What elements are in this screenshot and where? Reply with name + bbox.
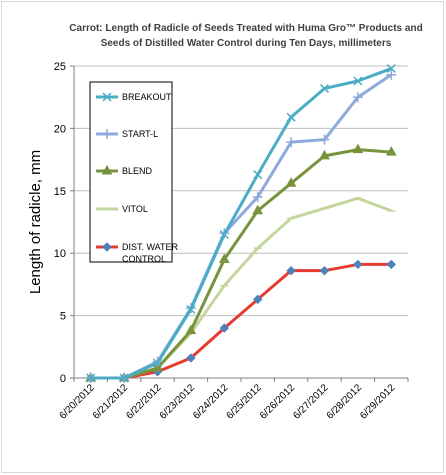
legend-item: START-L xyxy=(96,129,158,139)
data-point xyxy=(385,146,397,156)
chart-title-line1: Carrot: Length of Radicle of Seeds Treat… xyxy=(69,23,422,34)
data-point-stroke xyxy=(319,83,330,93)
series-dist-water-control xyxy=(85,259,397,383)
x-tick-label: 6/28/2012 xyxy=(325,382,365,422)
data-point-stroke xyxy=(253,170,263,180)
data-point xyxy=(186,353,196,363)
x-tick-label: 6/23/2012 xyxy=(158,382,198,422)
series-line xyxy=(90,148,392,380)
data-point xyxy=(102,92,112,102)
series-breakout xyxy=(86,63,396,383)
data-point xyxy=(185,324,197,335)
data-point xyxy=(252,192,263,203)
chart-title-line2: Seeds of Distilled Water Control during … xyxy=(101,38,392,49)
data-point-stroke xyxy=(219,229,229,240)
x-tick-label: 6/27/2012 xyxy=(291,382,331,422)
data-point xyxy=(352,143,364,154)
data-point xyxy=(353,259,363,270)
series-line xyxy=(90,67,392,380)
x-tick-label: 6/26/2012 xyxy=(258,382,298,422)
data-point xyxy=(286,265,296,276)
data-point xyxy=(253,170,263,180)
data-point-stroke xyxy=(102,92,112,102)
legend-label: VITOL xyxy=(122,204,148,214)
y-tick-label: 15 xyxy=(54,186,66,198)
y-axis-label: Length of radicle, mm xyxy=(27,150,44,294)
data-point xyxy=(101,164,113,175)
data-point-stroke xyxy=(119,373,129,383)
y-tick-label: 25 xyxy=(54,61,66,73)
x-tick-label: 6/24/2012 xyxy=(191,382,231,422)
data-point xyxy=(86,373,96,383)
data-point-stroke xyxy=(152,358,163,368)
data-point xyxy=(152,361,163,372)
legend-item: BLEND xyxy=(96,164,153,176)
data-point-stroke xyxy=(386,63,396,74)
data-point xyxy=(353,76,363,86)
y-tick-label: 20 xyxy=(54,123,66,135)
data-point xyxy=(285,177,297,187)
data-point xyxy=(102,129,112,139)
legend-label: DIST. WATER xyxy=(122,242,179,252)
data-point xyxy=(119,373,129,383)
legend-label: BLEND xyxy=(122,166,153,176)
data-point xyxy=(319,265,330,276)
data-point xyxy=(252,294,263,305)
data-point xyxy=(186,304,196,314)
series-line xyxy=(90,262,392,380)
data-point-stroke xyxy=(86,373,96,383)
data-point xyxy=(319,149,330,160)
data-point-stroke xyxy=(186,304,196,314)
data-point xyxy=(219,323,230,333)
legend-item: DIST. WATER CONTROL xyxy=(96,242,179,264)
data-point xyxy=(252,204,264,215)
data-point-stroke xyxy=(286,112,296,122)
data-point xyxy=(286,112,296,122)
data-point xyxy=(386,69,397,80)
data-point xyxy=(319,83,330,93)
data-point-stroke xyxy=(353,76,363,86)
x-tick-label: 6/21/2012 xyxy=(91,382,131,422)
y-tick-label: 5 xyxy=(60,311,66,323)
y-tick-label: 0 xyxy=(60,373,66,385)
data-point xyxy=(352,92,363,103)
y-tick-label: 10 xyxy=(54,248,66,260)
legend-label: CONTROL xyxy=(122,254,166,264)
data-point xyxy=(218,253,230,263)
x-tick-label: 6/22/2012 xyxy=(124,382,164,422)
series-layer xyxy=(85,63,397,383)
data-point xyxy=(219,229,229,240)
data-point xyxy=(319,134,330,145)
x-tick-label: 6/25/2012 xyxy=(225,382,265,422)
legend-item: VITOL xyxy=(96,204,148,214)
legend-item: BREAKOUT xyxy=(96,92,172,102)
legend-label: START-L xyxy=(122,129,158,139)
x-tick-label: 6/20/2012 xyxy=(58,382,98,422)
data-point xyxy=(102,242,112,252)
data-point xyxy=(152,358,163,368)
data-point xyxy=(286,137,297,148)
data-point xyxy=(386,259,397,270)
data-point xyxy=(386,63,396,74)
legend: BREAKOUT START-L BLEND VITOL DIST. WATER CONT… xyxy=(89,81,179,264)
x-tick-label: 6/29/2012 xyxy=(358,382,398,422)
legend-label: BREAKOUT xyxy=(122,92,172,102)
